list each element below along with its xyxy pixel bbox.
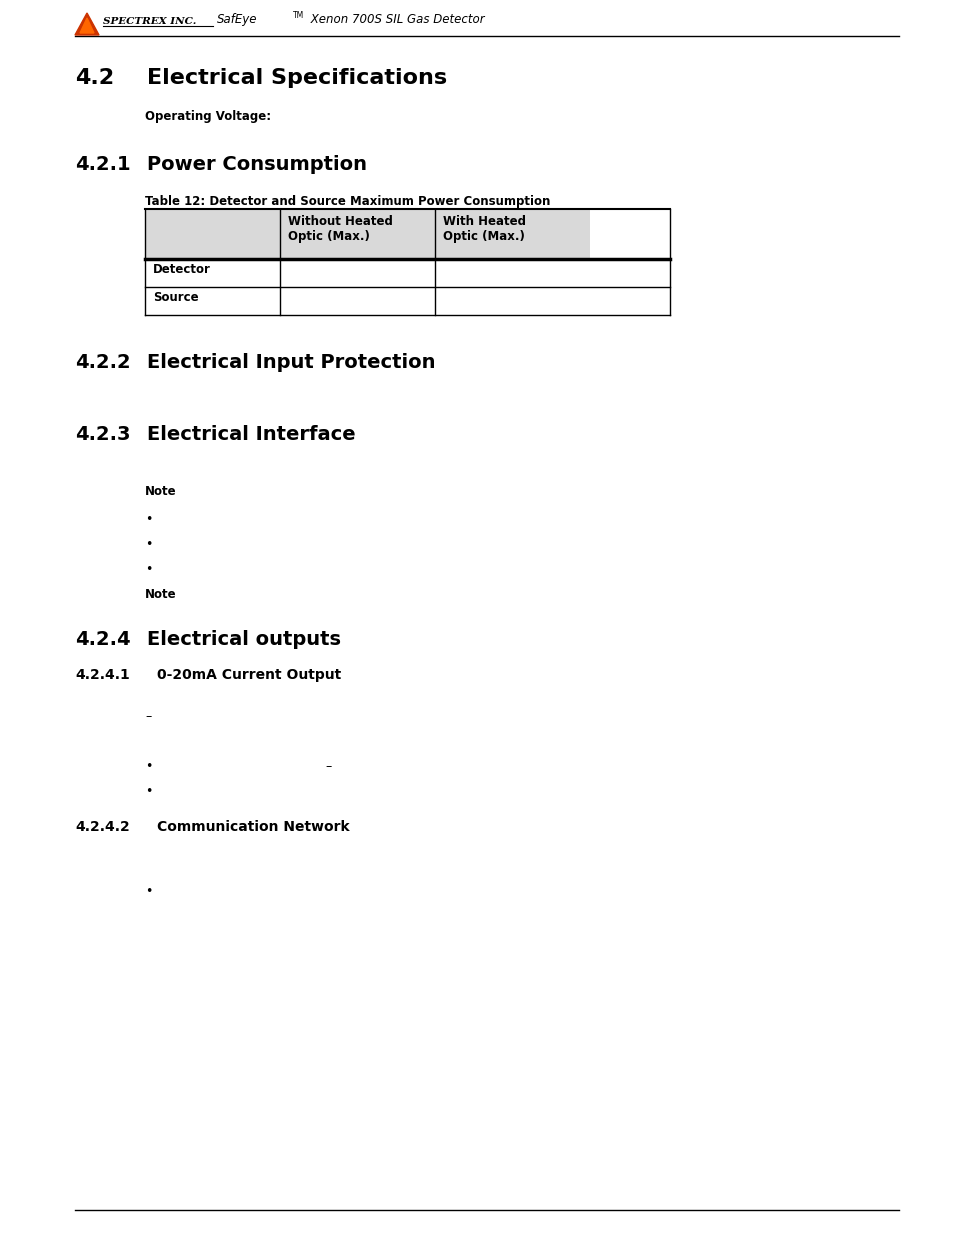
Text: 4.2: 4.2 bbox=[75, 68, 114, 88]
Text: Table 12: Detector and Source Maximum Power Consumption: Table 12: Detector and Source Maximum Po… bbox=[145, 195, 550, 207]
Text: Note: Note bbox=[145, 588, 176, 601]
Text: •: • bbox=[145, 563, 152, 576]
Text: Detector: Detector bbox=[152, 263, 211, 275]
Text: Operating Voltage:: Operating Voltage: bbox=[145, 110, 271, 124]
Text: 4.2.4.2: 4.2.4.2 bbox=[75, 820, 130, 834]
Text: Electrical Specifications: Electrical Specifications bbox=[147, 68, 447, 88]
Text: TM: TM bbox=[293, 11, 304, 20]
Text: •: • bbox=[145, 785, 152, 798]
Text: SafEye: SafEye bbox=[216, 14, 257, 26]
Text: Without Heated
Optic (Max.): Without Heated Optic (Max.) bbox=[288, 215, 393, 243]
Text: •: • bbox=[145, 885, 152, 898]
Text: 4.2.3: 4.2.3 bbox=[75, 425, 131, 445]
Text: 4.2.1: 4.2.1 bbox=[75, 156, 131, 174]
Text: 4.2.2: 4.2.2 bbox=[75, 353, 131, 372]
Bar bbox=[145, 209, 280, 259]
Text: 4.2.4.1: 4.2.4.1 bbox=[75, 668, 130, 682]
Text: 4.2.4: 4.2.4 bbox=[75, 630, 131, 650]
Text: 0-20mA Current Output: 0-20mA Current Output bbox=[157, 668, 341, 682]
Text: Electrical Interface: Electrical Interface bbox=[147, 425, 355, 445]
Text: •: • bbox=[145, 513, 152, 526]
Text: •: • bbox=[145, 760, 152, 773]
Polygon shape bbox=[75, 14, 99, 35]
Text: Source: Source bbox=[152, 291, 198, 304]
Text: Electrical outputs: Electrical outputs bbox=[147, 630, 340, 650]
Bar bbox=[280, 209, 435, 259]
Text: Power Consumption: Power Consumption bbox=[147, 156, 367, 174]
Polygon shape bbox=[80, 19, 94, 33]
Text: Xenon 700S SIL Gas Detector: Xenon 700S SIL Gas Detector bbox=[307, 14, 484, 26]
Text: –: – bbox=[325, 760, 331, 773]
Text: Communication Network: Communication Network bbox=[157, 820, 349, 834]
Text: –: – bbox=[145, 710, 152, 722]
Text: •: • bbox=[145, 538, 152, 551]
Text: Electrical Input Protection: Electrical Input Protection bbox=[147, 353, 435, 372]
Bar bbox=[435, 209, 589, 259]
Text: SPECTREX INC.: SPECTREX INC. bbox=[103, 17, 196, 26]
Text: With Heated
Optic (Max.): With Heated Optic (Max.) bbox=[442, 215, 525, 243]
Text: Note: Note bbox=[145, 485, 176, 498]
